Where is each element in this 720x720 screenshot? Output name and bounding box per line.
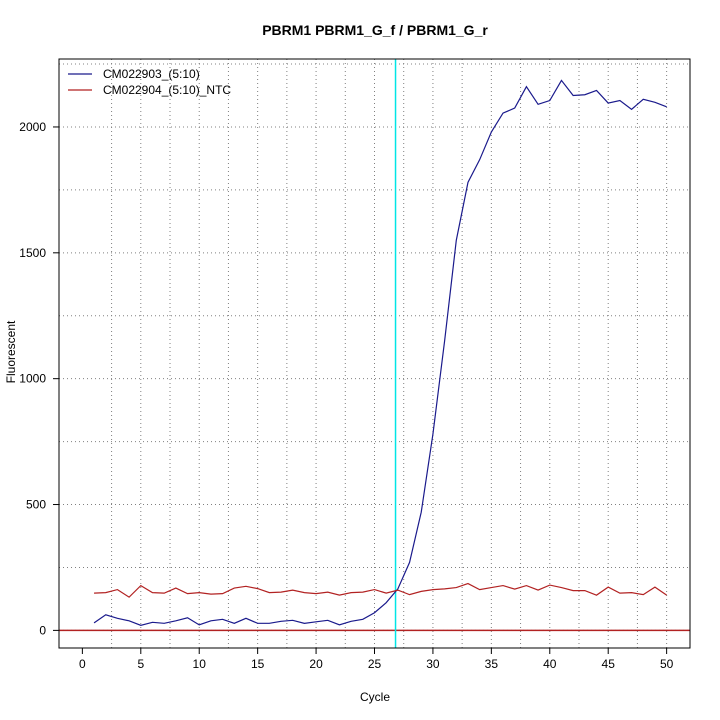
legend-label-2: CM022904_(5:10)_NTC — [103, 83, 231, 97]
y-axis-label: Fluorescent — [4, 320, 18, 383]
y-tick-label: 1000 — [19, 372, 46, 386]
plot-frame — [58, 58, 691, 649]
x-tick-label: 25 — [368, 657, 382, 671]
x-tick-label: 40 — [543, 657, 557, 671]
x-tick-label: 30 — [426, 657, 440, 671]
series-line-1 — [93, 79, 667, 626]
y-tick-label: 2000 — [19, 120, 46, 134]
x-tick-label: 20 — [309, 657, 323, 671]
series-lines — [93, 79, 667, 626]
y-tick-label: 0 — [39, 623, 46, 637]
y-tick-label: 1500 — [19, 246, 46, 260]
x-axis-label: Cycle — [360, 690, 390, 704]
x-tick-label: 5 — [137, 657, 144, 671]
x-tick-label: 15 — [251, 657, 265, 671]
x-tick-label: 35 — [485, 657, 499, 671]
x-tick-label: 50 — [660, 657, 674, 671]
x-tick-label: 10 — [193, 657, 207, 671]
y-axis: 0 500 1000 1500 2000 — [19, 120, 59, 637]
legend: CM022903_(5:10) CM022904_(5:10)_NTC — [68, 67, 231, 97]
series-line-2 — [94, 582, 667, 598]
x-axis: 0 5 10 15 20 25 30 35 40 45 50 — [79, 648, 674, 671]
x-tick-label: 45 — [602, 657, 616, 671]
y-tick-label: 500 — [26, 498, 46, 512]
x-tick-label: 0 — [79, 657, 86, 671]
legend-label-1: CM022903_(5:10) — [103, 67, 200, 81]
chart-title: PBRM1 PBRM1_G_f / PBRM1_G_r — [262, 22, 488, 38]
